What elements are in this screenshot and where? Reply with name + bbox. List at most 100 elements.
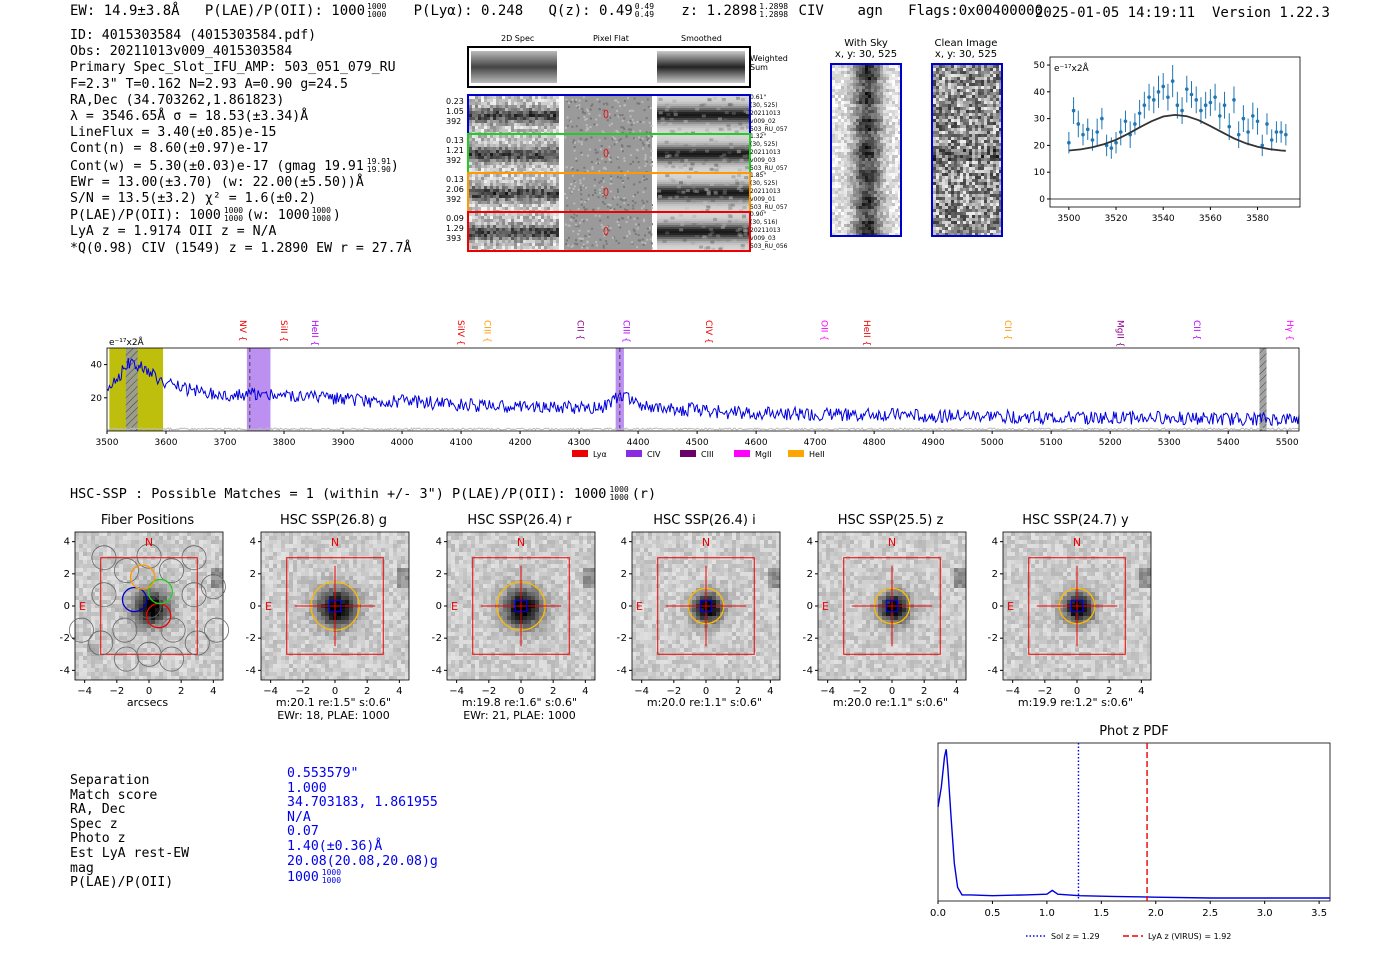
- cutout-row-left-value: 0.23: [446, 97, 464, 106]
- hsc-pixel: [495, 568, 499, 572]
- hsc-pixel: [187, 572, 191, 576]
- hsc-pixel: [211, 672, 215, 676]
- hsc-pixel: [776, 536, 780, 540]
- hsc-pixel: [535, 600, 539, 604]
- hsc-pixel: [309, 664, 313, 668]
- hsc-pixel: [507, 632, 511, 636]
- hsc-pixel: [349, 544, 353, 548]
- hsc-pixel: [487, 588, 491, 592]
- hsc-pixel: [285, 548, 289, 552]
- hsc-pixel: [175, 608, 179, 612]
- hsc-pixel: [648, 572, 652, 576]
- hsc-pixel: [527, 672, 531, 676]
- hsc-pixel: [475, 584, 479, 588]
- hsc-pixel: [357, 672, 361, 676]
- hsc-pixel: [451, 596, 455, 600]
- hsc-pixel: [463, 656, 467, 660]
- hsc-pixel: [107, 576, 111, 580]
- hsc-pixel: [459, 580, 463, 584]
- hsc-pixel: [487, 600, 491, 604]
- hsc-pixel: [377, 656, 381, 660]
- hsc-pixel: [539, 600, 543, 604]
- hsc-panel-title: HSC SSP(26.4) i: [653, 513, 756, 528]
- hsc-pixel: [171, 552, 175, 556]
- cutout-separator: [653, 135, 656, 172]
- hsc-pixel: [159, 648, 163, 652]
- fit-plot-frame: [1049, 56, 1301, 208]
- hsc-pixel: [385, 668, 389, 672]
- hsc-pixel: [159, 608, 163, 612]
- hsc-pixel: [475, 600, 479, 604]
- hsc-pixel: [163, 572, 167, 576]
- hsc-pixel: [317, 628, 321, 632]
- hsc-pixel: [301, 600, 305, 604]
- hsc-pixel: [289, 676, 293, 680]
- hsc-pixel: [716, 568, 720, 572]
- hsc-pixel: [313, 548, 317, 552]
- hsc-pixel: [543, 540, 547, 544]
- hsc-pixel: [547, 608, 551, 612]
- hsc-pixel: [289, 656, 293, 660]
- hsc-pixel: [571, 532, 575, 536]
- hsc-pixel: [191, 596, 195, 600]
- hsc-pixel: [187, 584, 191, 588]
- hsc-pixel: [167, 540, 171, 544]
- cutout-separator: [653, 96, 656, 133]
- hsc-pixel: [219, 576, 223, 580]
- hsc-pixel: [776, 556, 780, 560]
- hsc-pixel: [760, 540, 764, 544]
- hsc-pixel: [135, 584, 139, 588]
- hsc-pixel: [163, 540, 167, 544]
- hsc-pixel: [547, 532, 551, 536]
- hsc-pixel: [459, 632, 463, 636]
- hsc-pixel: [539, 612, 543, 616]
- hsc-pixel: [139, 604, 143, 608]
- hsc-pixel: [75, 568, 79, 572]
- hsc-pixel: [289, 544, 293, 548]
- hsc-pixel: [467, 612, 471, 616]
- hsc-pixel: [716, 540, 720, 544]
- hsc-pixel: [531, 532, 535, 536]
- hsc-pixel: [377, 596, 381, 600]
- hsc-pixel: [495, 664, 499, 668]
- hsc-pixel: [644, 564, 648, 568]
- hsc-pixel: [471, 668, 475, 672]
- hsc-ytick-label: 4: [436, 537, 442, 548]
- pixel-flat-marker: [603, 109, 609, 119]
- hsc-pixel: [539, 640, 543, 644]
- hsc-pixel: [345, 564, 349, 568]
- hsc-pixel: [317, 600, 321, 604]
- hsc-pixel: [119, 580, 123, 584]
- hsc-pixel: [361, 616, 365, 620]
- hsc-pixel: [273, 620, 277, 624]
- hsc-pixel: [131, 584, 135, 588]
- hsc-pixel: [668, 532, 672, 536]
- hsc-pixel: [131, 640, 135, 644]
- hsc-pixel: [393, 552, 397, 556]
- hsc-pixel: [219, 596, 223, 600]
- hsc-pixel: [527, 600, 531, 604]
- hsc-pixel: [575, 604, 579, 608]
- hsc-pixel: [583, 620, 587, 624]
- hsc-pixel: [215, 636, 219, 640]
- hsc-pixel: [555, 660, 559, 664]
- hsc-pixel: [543, 596, 547, 600]
- hsc-pixel: [764, 536, 768, 540]
- hsc-pixel: [265, 576, 269, 580]
- hsc-pixel: [269, 568, 273, 572]
- spectrum-error-line: [106, 427, 1300, 431]
- hsc-pixel: [515, 672, 519, 676]
- hsc-pixel: [211, 580, 215, 584]
- hsc-pixel: [87, 564, 91, 568]
- hsc-pixel: [313, 600, 317, 604]
- hsc-pixel: [211, 544, 215, 548]
- hsc-pixel: [381, 676, 385, 680]
- hsc-pixel: [401, 656, 405, 660]
- hsc-pixel: [203, 548, 207, 552]
- hsc-pixel: [467, 532, 471, 536]
- hsc-pixel: [361, 640, 365, 644]
- hsc-pixel: [652, 568, 656, 572]
- hsc-pixel: [297, 668, 301, 672]
- hsc-pixel: [397, 656, 401, 660]
- hsc-fiber-circle: [159, 646, 184, 672]
